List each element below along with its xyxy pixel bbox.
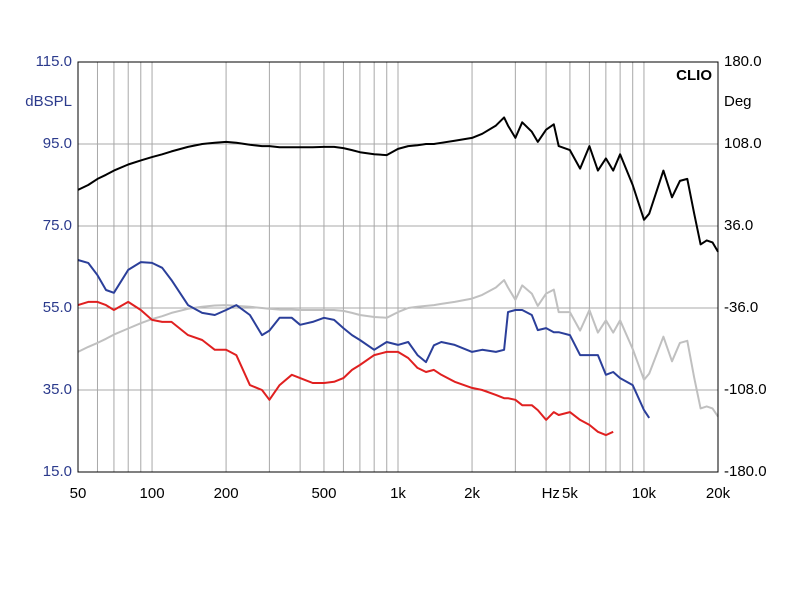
x-tick-label: 2k (464, 485, 480, 502)
plot-frame (77, 61, 719, 473)
y-tick-label: 115.0 (36, 53, 72, 70)
y-tick-label: 75.0 (43, 217, 72, 234)
x-tick-label: 50 (70, 485, 87, 502)
y2-tick-label: -108.0 (724, 381, 767, 398)
y-tick-label: 15.0 (43, 463, 72, 480)
series-line (77, 300, 614, 437)
y-tick-label: 55.0 (43, 299, 72, 316)
x-tick-label: 20k (706, 485, 731, 502)
x-tick-label: 1k (390, 485, 406, 502)
y2-tick-label: 108.0 (724, 135, 762, 152)
series-line (77, 116, 719, 253)
y2-tick-label: 180.0 (724, 53, 762, 70)
series-line (77, 279, 719, 418)
y-tick-label: 95.0 (43, 135, 72, 152)
y-axis-label: dBSPL (25, 93, 72, 110)
y2-tick-label: -36.0 (724, 299, 758, 316)
brand-label: CLIO (676, 67, 712, 84)
x-axis-label: Hz (542, 485, 560, 502)
y2-tick-label: -180.0 (724, 463, 767, 480)
x-tick-label: 500 (311, 485, 336, 502)
x-tick-label: 100 (140, 485, 165, 502)
y2-axis-label: Deg (724, 93, 752, 110)
y2-tick-label: 36.0 (724, 217, 753, 234)
series-line (77, 259, 651, 419)
y-tick-label: 35.0 (43, 381, 72, 398)
x-tick-label: 10k (632, 485, 657, 502)
x-tick-label: 200 (214, 485, 239, 502)
x-tick-label: 5k (562, 485, 578, 502)
